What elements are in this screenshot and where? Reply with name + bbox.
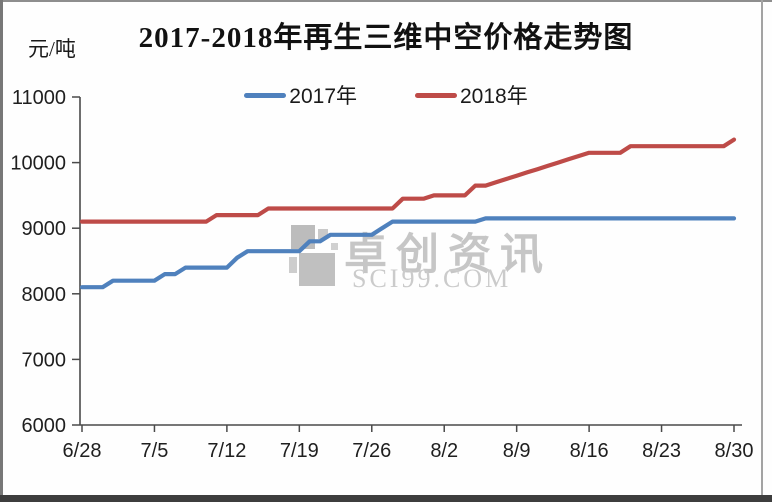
- x-tick-label: 8/2: [430, 440, 458, 462]
- legend-item-2018: 2018年: [415, 80, 528, 110]
- y-tick-label: 11000: [12, 87, 66, 109]
- series-line-2017年: [79, 216, 737, 290]
- y-tick-label: 7000: [22, 349, 67, 371]
- x-tick-label: 8/23: [642, 440, 681, 462]
- x-tick-label: 8/16: [570, 440, 609, 462]
- legend-label-2018: 2018年: [460, 85, 528, 108]
- sci99-logo: [318, 229, 328, 239]
- x-tick-label: 7/12: [207, 440, 246, 462]
- x-tick-label: 7/26: [352, 440, 391, 462]
- x-tick-label: 7/5: [141, 440, 169, 462]
- frame-border-top: [0, 0, 772, 2]
- x-tick-label: 7/19: [280, 440, 319, 462]
- y-tick-label: 6000: [22, 415, 67, 437]
- y-tick-label: 8000: [22, 284, 67, 306]
- frame-border-left: [0, 0, 3, 502]
- legend-label-2017: 2017年: [289, 85, 357, 108]
- x-tick-label: 8/30: [715, 440, 754, 462]
- y-tick-label: 10000: [10, 153, 66, 175]
- y-tick-label: 9000: [22, 218, 67, 240]
- sci99-logo: [299, 253, 335, 286]
- legend-item-2017: 2017年: [244, 80, 357, 110]
- sci99-logo: [331, 243, 338, 250]
- x-tick-label: 6/28: [63, 440, 102, 462]
- chart-title: 2017-2018年再生三维中空价格走势图: [138, 22, 634, 54]
- frame-border-right: [761, 0, 763, 496]
- frame-border-bottom: [0, 495, 772, 502]
- y-axis-unit-label: 元/吨: [28, 37, 76, 61]
- legend: 2017年 2018年: [0, 80, 772, 110]
- sci99-logo: [289, 257, 297, 273]
- legend-line-swatch-2018: [415, 92, 457, 98]
- legend-line-swatch-2017: [244, 92, 287, 98]
- watermark-url-text: SCI99.COM: [352, 264, 512, 293]
- series-line-2018年: [79, 137, 737, 224]
- x-tick-label: 8/9: [503, 440, 531, 462]
- watermark-brand-text: 卓创资讯: [344, 232, 552, 279]
